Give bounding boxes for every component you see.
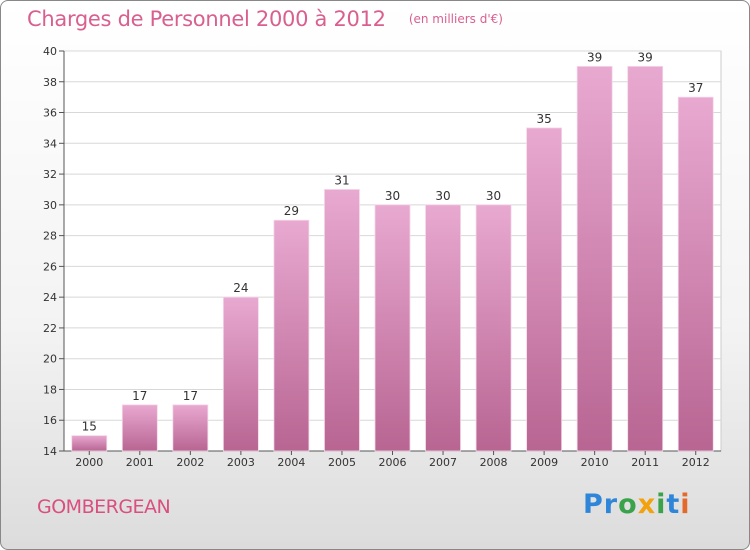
bar (576, 65, 613, 452)
brand-letter: i (680, 489, 691, 520)
bar-value-label: 15 (82, 420, 97, 434)
bar (425, 204, 461, 452)
y-tick-label: 32 (43, 168, 57, 181)
y-tick-label: 28 (43, 230, 57, 243)
x-tick-label: 2006 (379, 456, 407, 469)
y-tick-label: 24 (43, 291, 57, 304)
chart-title: Charges de Personnel 2000 à 2012 (27, 7, 386, 31)
bar (222, 296, 259, 452)
bar-value-label: 35 (536, 112, 551, 126)
y-tick-label: 34 (43, 137, 57, 150)
bar-value-label: 39 (587, 50, 602, 64)
x-tick-label: 2011 (631, 456, 659, 469)
chart-subtitle: (en milliers d'€) (408, 12, 503, 26)
bar-value-label: 31 (334, 173, 349, 187)
brand-logo: Proxiti (583, 489, 691, 520)
bar (172, 404, 209, 452)
bar (324, 189, 360, 452)
bar-value-label: 17 (183, 389, 198, 403)
x-tick-label: 2003 (227, 456, 255, 469)
brand-letter: i (656, 489, 667, 520)
bar (475, 204, 512, 452)
bar-value-label: 24 (233, 281, 248, 295)
x-tick-label: 2004 (277, 456, 305, 469)
x-tick-label: 2010 (581, 456, 609, 469)
y-tick-label: 14 (43, 445, 57, 458)
y-tick-label: 20 (43, 353, 57, 366)
brand-letter: o (618, 489, 638, 520)
brand-letter: x (637, 489, 657, 520)
x-tick-label: 2005 (328, 456, 356, 469)
bar (121, 404, 158, 452)
bar-value-label: 30 (435, 189, 450, 203)
bar-value-label: 30 (486, 189, 501, 203)
y-tick-label: 26 (43, 260, 57, 273)
x-tick-label: 2008 (480, 456, 508, 469)
place-name: GOMBERGEAN (37, 496, 171, 518)
x-tick-label: 2001 (126, 456, 154, 469)
bar-value-label: 29 (284, 204, 299, 218)
bar (273, 219, 310, 452)
y-tick-label: 40 (43, 45, 57, 58)
y-tick-label: 36 (43, 107, 57, 120)
x-tick-label: 2009 (530, 456, 558, 469)
x-tick-label: 2000 (75, 456, 103, 469)
bar-value-label: 30 (385, 189, 400, 203)
bar-value-label: 37 (688, 81, 703, 95)
y-tick-label: 30 (43, 199, 57, 212)
x-tick-label: 2007 (429, 456, 457, 469)
bar (677, 96, 714, 452)
bar-value-label: 39 (638, 50, 653, 64)
y-tick-label: 16 (43, 414, 57, 427)
brand-letter: t (666, 489, 681, 520)
brand-letter: r (603, 489, 619, 520)
x-tick-label: 2002 (176, 456, 204, 469)
bar (71, 435, 108, 452)
title-row: Charges de Personnel 2000 à 2012 (en mil… (27, 7, 503, 31)
brand-letter: P (583, 489, 604, 520)
y-tick-label: 38 (43, 76, 57, 89)
bar (374, 204, 411, 452)
y-tick-label: 18 (43, 383, 57, 396)
x-tick-label: 2012 (682, 456, 710, 469)
y-tick-label: 22 (43, 322, 57, 335)
bar (627, 65, 664, 452)
bar (526, 127, 563, 452)
bar-value-label: 17 (132, 389, 147, 403)
